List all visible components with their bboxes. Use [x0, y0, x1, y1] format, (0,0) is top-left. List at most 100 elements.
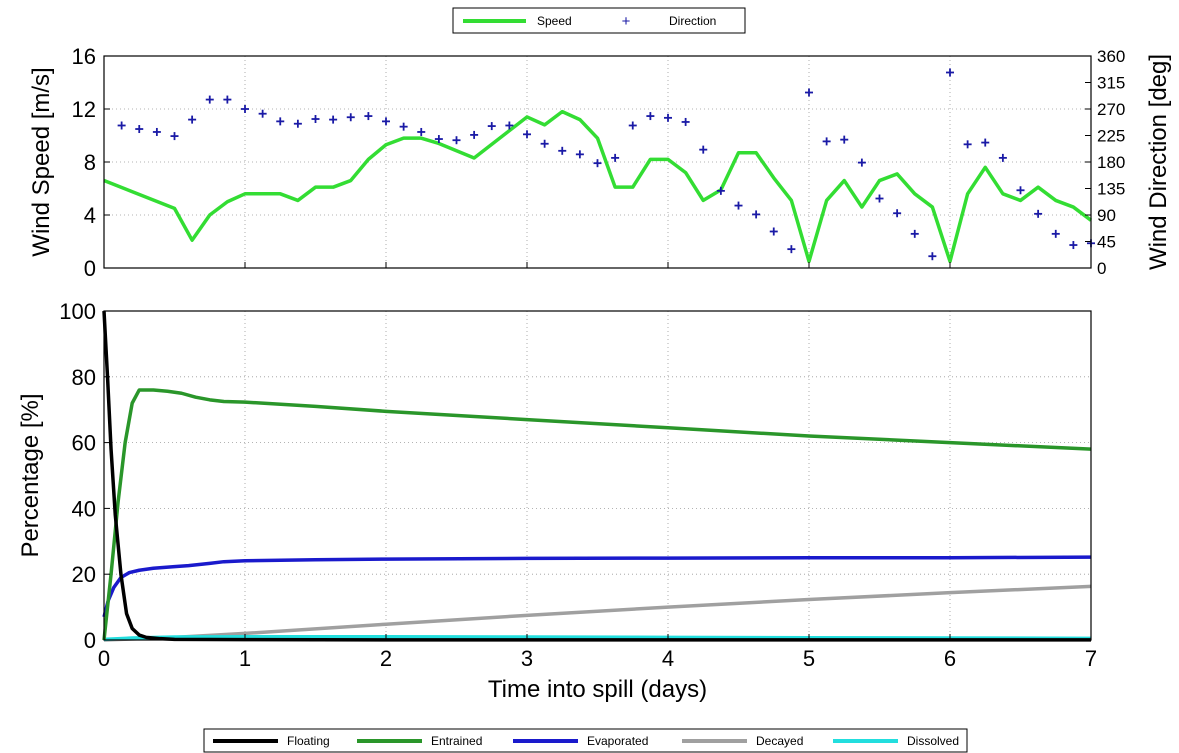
direction-marker	[628, 121, 637, 130]
top-y2tick-label: 315	[1097, 74, 1125, 93]
percentage-axis-label: Percentage [%]	[17, 393, 44, 557]
direction-marker	[998, 153, 1007, 162]
direction-marker	[188, 115, 197, 124]
direction-marker	[170, 132, 179, 141]
top-ytick-label: 12	[72, 97, 96, 122]
legend-speed-label: Speed	[537, 14, 572, 28]
direction-marker	[117, 121, 126, 130]
direction-marker	[699, 145, 708, 154]
direction-marker	[1069, 241, 1078, 250]
direction-marker	[981, 138, 990, 147]
direction-marker	[346, 113, 355, 122]
top-y2tick-label: 0	[1097, 259, 1106, 278]
direction-marker	[593, 159, 602, 168]
bottom-xtick-label: 5	[803, 646, 815, 671]
direction-marker	[946, 68, 954, 77]
direction-marker	[893, 209, 902, 218]
bottom-xtick-label: 6	[944, 646, 956, 671]
top-legend: Speed + Direction	[452, 7, 746, 34]
direction-marker	[417, 127, 426, 136]
time-axis-label: Time into spill (days)	[488, 676, 707, 703]
direction-marker	[1051, 229, 1060, 238]
legend-entrained-label: Entrained	[431, 734, 482, 748]
top-ytick-label: 0	[84, 256, 96, 281]
direction-marker	[434, 135, 443, 144]
wind-speed-axis-label: Wind Speed [m/s]	[28, 67, 55, 256]
legend-dissolved-label: Dissolved	[907, 734, 959, 748]
direction-marker	[364, 112, 373, 121]
direction-marker	[805, 88, 813, 97]
top-y2tick-label: 225	[1097, 127, 1125, 146]
direction-marker	[1034, 209, 1043, 218]
wind-direction-axis-label: Wind Direction [deg]	[1145, 54, 1172, 270]
direction-marker	[1016, 186, 1025, 195]
direction-marker	[875, 194, 884, 203]
direction-marker	[928, 252, 937, 261]
legend-floating-label: Floating	[287, 734, 330, 748]
top-ytick-label: 16	[72, 44, 96, 69]
legend-decayed-label: Decayed	[756, 734, 803, 748]
direction-marker	[558, 146, 567, 155]
top-plot-series	[103, 68, 1095, 264]
top-plot-ticks: 0 4 8 12 16 0 45 90 135 180 225 270 315 360	[72, 44, 1126, 281]
bottom-ytick-label: 80	[72, 365, 96, 390]
direction-marker	[487, 122, 496, 131]
direction-marker	[135, 125, 144, 134]
bottom-plot-frame	[103, 310, 1092, 641]
direction-marker	[523, 130, 531, 139]
direction-marker	[452, 136, 461, 145]
bottom-xtick-label: 4	[662, 646, 674, 671]
legend-direction-marker: +	[622, 13, 631, 30]
direction-marker	[540, 139, 549, 148]
direction-marker	[276, 117, 285, 126]
entrained-series-line	[102, 388, 1092, 641]
top-y2tick-label: 180	[1097, 153, 1125, 172]
bottom-ytick-label: 60	[72, 431, 96, 456]
bottom-ytick-label: 20	[72, 562, 96, 587]
direction-marker	[205, 95, 214, 104]
direction-marker	[664, 113, 672, 122]
direction-marker	[752, 210, 761, 219]
direction-marker	[293, 119, 302, 128]
bottom-plot-ticks: 0 1 2 3 4 5 6 7 0 20 40 60 80 100	[59, 299, 1097, 671]
direction-marker	[241, 105, 249, 113]
bottom-ytick-label: 0	[84, 628, 96, 653]
bottom-xtick-label: 2	[380, 646, 392, 671]
speed-series-line	[103, 109, 1093, 264]
top-y2tick-label: 90	[1097, 206, 1116, 225]
direction-marker	[787, 245, 796, 254]
direction-marker	[857, 158, 866, 167]
direction-marker	[716, 186, 725, 195]
legend-direction-label: Direction	[669, 14, 716, 28]
direction-marker	[575, 150, 584, 159]
top-ytick-label: 4	[84, 203, 96, 228]
direction-marker	[646, 112, 655, 121]
direction-marker	[910, 229, 919, 238]
top-y2tick-label: 45	[1097, 233, 1116, 252]
bottom-xtick-label: 3	[521, 646, 533, 671]
bottom-legend: Floating Entrained Evaporated Decayed Di…	[203, 728, 968, 753]
bottom-ytick-label: 40	[72, 496, 96, 521]
direction-marker	[505, 121, 514, 130]
direction-marker	[611, 153, 620, 162]
top-y2tick-label: 270	[1097, 100, 1125, 119]
direction-marker	[329, 115, 338, 124]
direction-marker	[681, 117, 690, 126]
top-ytick-label: 8	[84, 150, 96, 175]
direction-marker	[152, 127, 161, 136]
direction-marker	[769, 227, 778, 236]
bottom-ytick-label: 100	[59, 299, 96, 324]
direction-marker	[223, 95, 232, 104]
direction-marker	[399, 122, 408, 131]
direction-marker	[840, 135, 849, 144]
bottom-xtick-label: 7	[1085, 646, 1097, 671]
direction-marker	[382, 117, 390, 126]
bottom-xtick-label: 0	[98, 646, 110, 671]
bottom-xtick-label: 1	[239, 646, 251, 671]
direction-marker	[258, 109, 267, 118]
top-y2tick-label: 135	[1097, 180, 1125, 199]
legend-evaporated-label: Evaporated	[587, 734, 648, 748]
direction-marker	[734, 201, 743, 210]
direction-marker	[963, 140, 972, 149]
